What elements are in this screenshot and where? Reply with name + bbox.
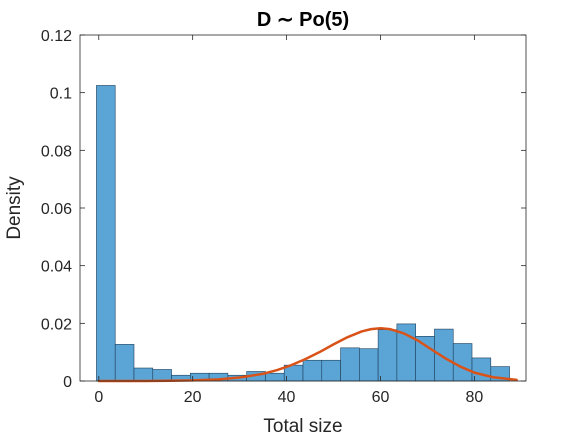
x-axis-ticks: 0 20 40 60 80 bbox=[94, 35, 483, 406]
plot-background bbox=[80, 35, 526, 381]
y-tick-label: 0 bbox=[63, 374, 72, 391]
y-axis-label: Density bbox=[4, 176, 25, 240]
x-axis-label: Total size bbox=[263, 416, 342, 437]
fit-curve-line bbox=[97, 326, 518, 383]
histogram-bar bbox=[302, 359, 323, 382]
x-tick-label: 60 bbox=[372, 389, 390, 406]
y-axis-ticks: 0 0.02 0.04 0.06 0.08 0.1 0.12 bbox=[41, 28, 526, 391]
y-tick-label: 0.06 bbox=[41, 201, 72, 218]
x-tick-label: 0 bbox=[94, 389, 103, 406]
chart-title: D ∼ Po(5) bbox=[257, 9, 349, 31]
histogram-bars bbox=[96, 85, 510, 382]
y-tick-label: 0.02 bbox=[41, 316, 72, 333]
histogram-bar bbox=[133, 367, 154, 382]
histogram-bar bbox=[265, 372, 285, 382]
histogram-bar bbox=[152, 369, 172, 382]
y-tick-label: 0.08 bbox=[41, 143, 72, 160]
histogram-bar bbox=[415, 336, 435, 382]
x-tick-label: 20 bbox=[184, 389, 202, 406]
histogram-bar bbox=[452, 343, 473, 382]
histogram-bar bbox=[377, 329, 398, 382]
x-tick-label: 80 bbox=[465, 389, 483, 406]
histogram-bar bbox=[359, 348, 379, 382]
histogram-bar bbox=[434, 328, 454, 382]
histogram-bar bbox=[340, 347, 360, 382]
histogram-bar bbox=[471, 357, 492, 382]
y-tick-label: 0.1 bbox=[50, 86, 72, 103]
histogram-bar bbox=[114, 344, 135, 382]
x-tick-label: 40 bbox=[278, 389, 296, 406]
histogram-bar bbox=[321, 359, 341, 382]
histogram-bar bbox=[96, 85, 116, 382]
y-tick-label: 0.04 bbox=[41, 259, 72, 276]
y-tick-label: 0.12 bbox=[41, 28, 72, 45]
